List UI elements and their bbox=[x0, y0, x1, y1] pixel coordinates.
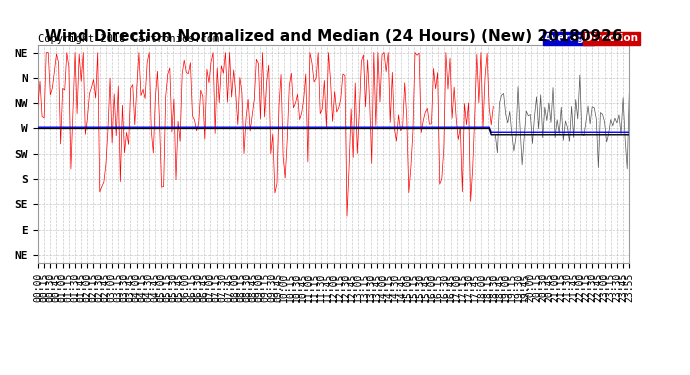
Text: Average: Average bbox=[544, 33, 593, 44]
Title: Wind Direction Normalized and Median (24 Hours) (New) 20180926: Wind Direction Normalized and Median (24… bbox=[45, 29, 622, 44]
Text: Copyright 2018 Cartronics.com: Copyright 2018 Cartronics.com bbox=[38, 34, 219, 44]
Text: Direction: Direction bbox=[584, 33, 638, 44]
